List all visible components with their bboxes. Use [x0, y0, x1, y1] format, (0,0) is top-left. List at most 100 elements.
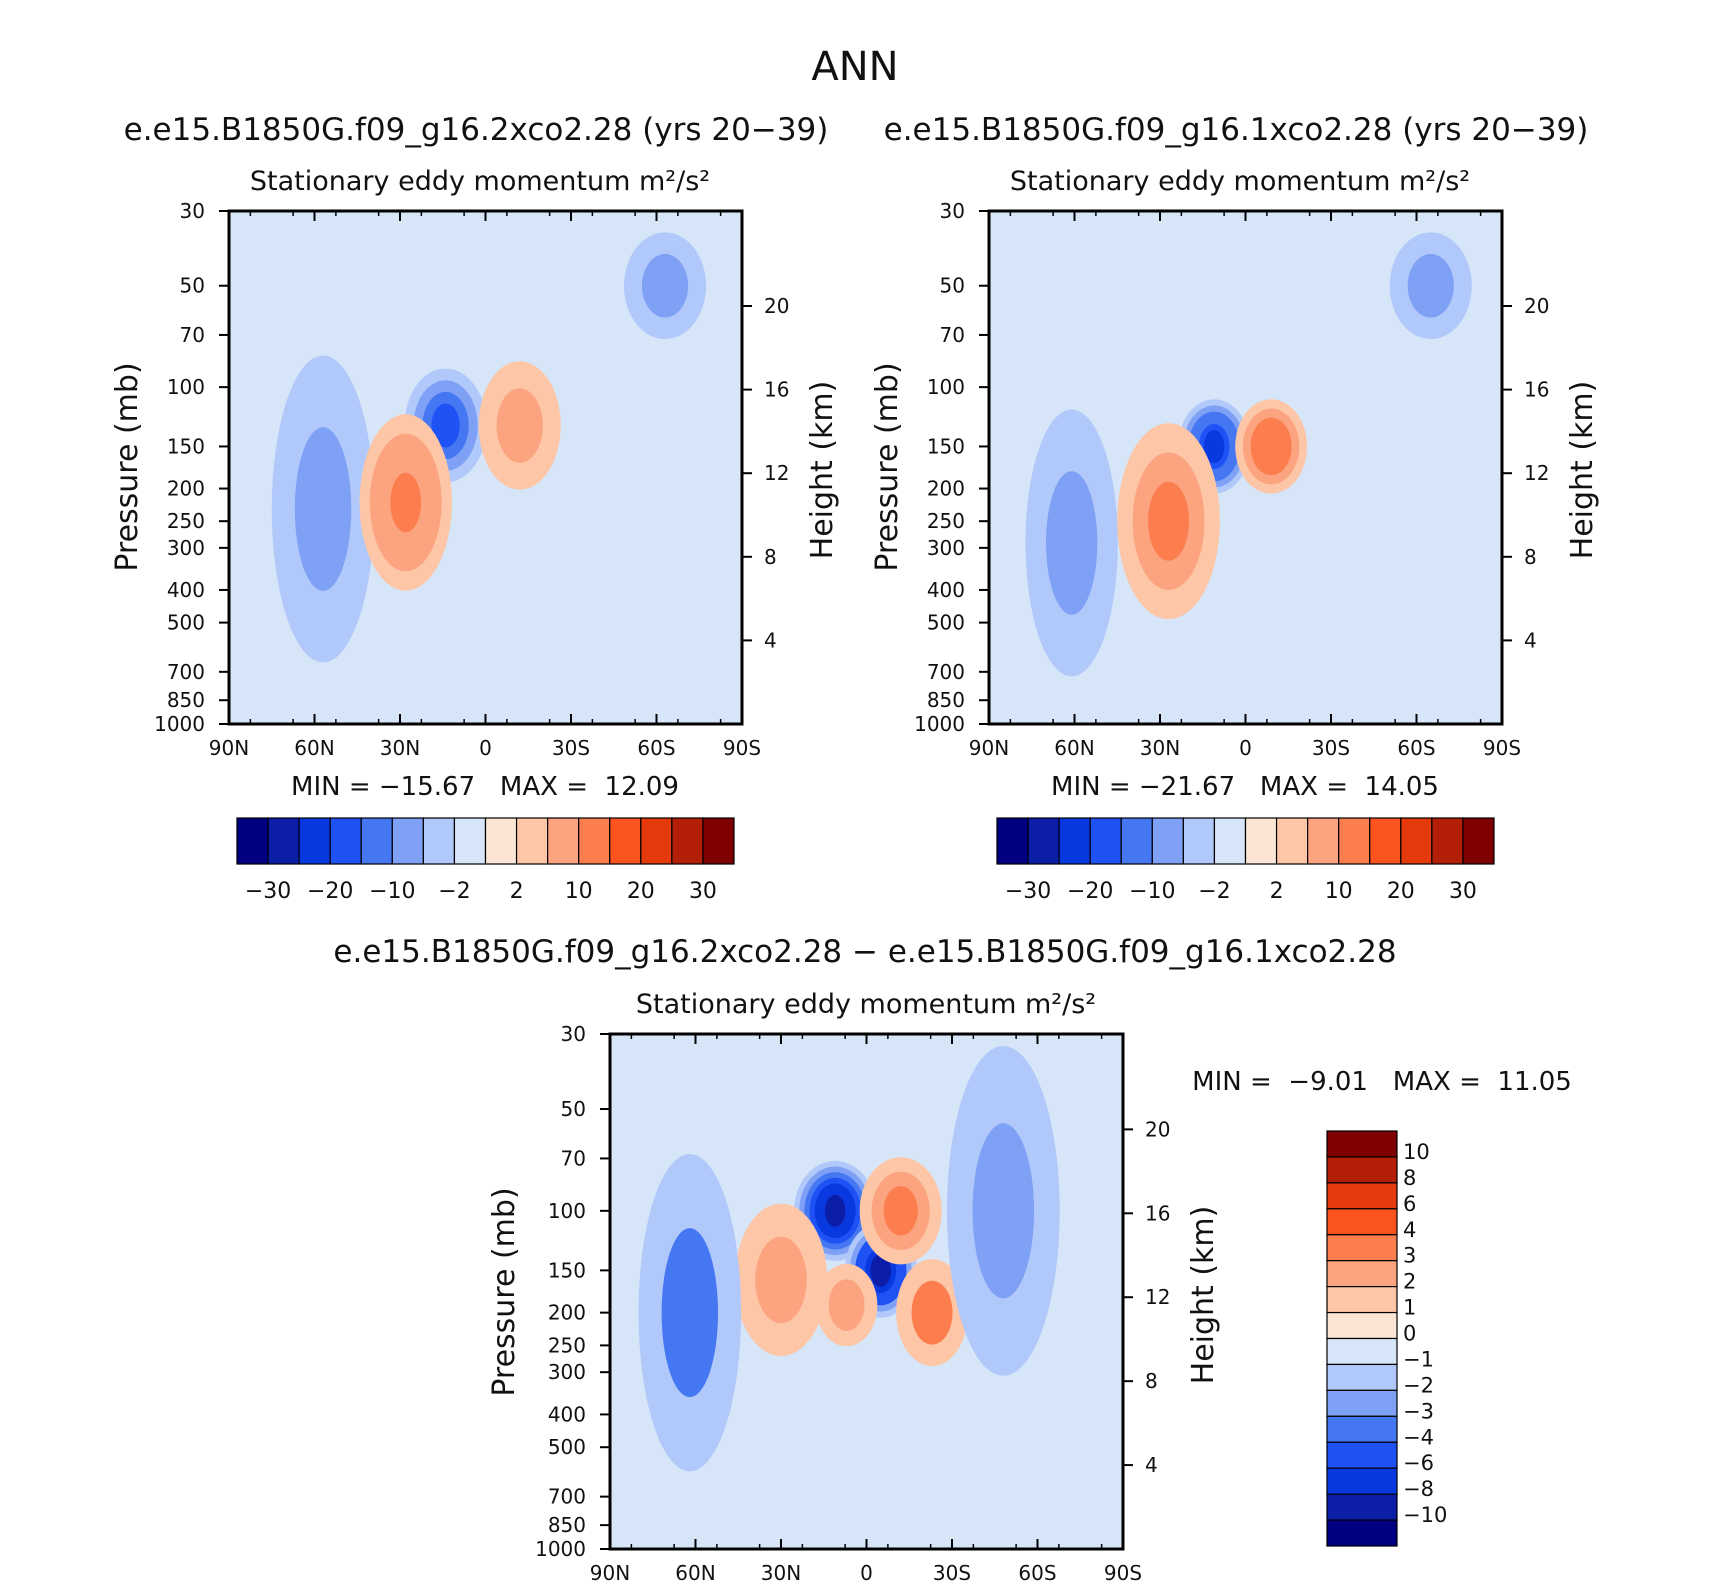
- colorbar-label: 20: [627, 879, 655, 904]
- colorbar-label: 2: [510, 879, 524, 904]
- panel-1-subtitle-text: Stationary eddy momentum: [250, 166, 631, 197]
- x-tick-label: 60S: [1018, 1561, 1056, 1585]
- x-tick-label: 30N: [1140, 736, 1180, 760]
- x-tick-label: 0: [1239, 736, 1252, 760]
- y2-tick-label: 20: [1145, 1117, 1170, 1141]
- panel-1-ylabel: Pressure (mb): [110, 362, 145, 571]
- contour-feature-4: [641, 253, 689, 318]
- colorbar-label: 8: [1403, 1166, 1416, 1190]
- colorbar-swatch: [1326, 1208, 1398, 1236]
- y-tick-label: 100: [927, 375, 965, 399]
- y-tick-label: 150: [927, 434, 965, 458]
- contour-feature-0: [824, 1194, 846, 1227]
- y-tick-label: 30: [940, 199, 965, 223]
- panel-1-max-value: 12.09: [605, 772, 679, 802]
- panel-1-axes: 90N 60N 30N 0 30S 60S 90S 30 50 70 100 150 200 250 300…: [154, 199, 789, 760]
- panel-1-subtitle: Stationary eddy momentum m²/s²: [250, 166, 710, 197]
- colorbar-label: −2: [1403, 1373, 1434, 1397]
- y2-tick-label: 16: [1145, 1201, 1170, 1225]
- colorbar-swatch: [1120, 817, 1153, 865]
- y2-tick-label: 16: [764, 378, 789, 402]
- colorbar-label: 6: [1403, 1192, 1416, 1216]
- y2-tick-label: 4: [1524, 628, 1537, 652]
- colorbar-label: 0: [1403, 1322, 1416, 1346]
- panel-2-colorbar: −30 −20 −10 −2 2 10 20 30: [996, 817, 1495, 904]
- y-tick-label: 150: [548, 1258, 586, 1282]
- y-tick-label: 150: [167, 434, 205, 458]
- colorbar-swatch: [236, 817, 269, 865]
- colorbar-label: −30: [1005, 879, 1051, 904]
- colorbar-swatch: [578, 817, 611, 865]
- colorbar-label: 30: [689, 879, 717, 904]
- colorbar-swatch: [267, 817, 300, 865]
- colorbar-label: 10: [565, 879, 593, 904]
- colorbar-label: −10: [1403, 1503, 1447, 1527]
- colorbar-swatch: [1326, 1415, 1398, 1443]
- colorbar-swatch: [391, 817, 424, 865]
- colorbar-swatch: [996, 817, 1029, 865]
- y-tick-label: 300: [548, 1360, 586, 1384]
- colorbar-swatch: [1326, 1156, 1398, 1184]
- colorbar-swatch: [640, 817, 673, 865]
- colorbar-label: −10: [369, 879, 415, 904]
- contour-feature-3: [496, 388, 543, 463]
- panel-2-contour-field: [989, 211, 1502, 724]
- y2-tick-label: 4: [1145, 1453, 1158, 1477]
- colorbar-label: −2: [438, 879, 470, 904]
- panel-3-min-label: MIN =: [1192, 1067, 1272, 1097]
- contour-feature-1: [1203, 430, 1225, 463]
- colorbar-swatch: [609, 817, 642, 865]
- panel-3-ylabel: Pressure (mb): [487, 1187, 522, 1396]
- x-tick-label: 30S: [933, 1561, 971, 1585]
- panel-2-min-value: −21.67: [1139, 772, 1235, 802]
- y-tick-label: 850: [927, 688, 965, 712]
- colorbar-swatch: [1326, 1260, 1398, 1288]
- y-tick-label: 850: [548, 1513, 586, 1537]
- colorbar-label: 4: [1403, 1218, 1416, 1242]
- y-tick-label: 30: [561, 1022, 586, 1046]
- contour-feature-6: [661, 1228, 719, 1398]
- colorbar-swatch: [515, 817, 549, 865]
- panel-3-max-value: 11.05: [1497, 1067, 1571, 1097]
- y-tick-label: 70: [561, 1146, 586, 1170]
- panel-2-ylabel: Pressure (mb): [870, 362, 905, 571]
- y-tick-label: 200: [167, 477, 205, 501]
- y2-tick-label: 8: [1145, 1369, 1158, 1393]
- y-tick-label: 70: [180, 323, 205, 347]
- colorbar-label: −1: [1403, 1347, 1434, 1371]
- colorbar-swatch: [484, 817, 518, 865]
- panel-2-subtitle: Stationary eddy momentum m²/s²: [1010, 166, 1470, 197]
- contour-feature-7: [972, 1123, 1035, 1299]
- colorbar-label: 2: [1270, 879, 1284, 904]
- y-tick-label: 850: [167, 688, 205, 712]
- colorbar-swatch: [422, 817, 456, 865]
- y2-tick-label: 12: [1524, 461, 1549, 485]
- colorbar-label: −20: [1067, 879, 1113, 904]
- colorbar-swatch: [298, 817, 331, 865]
- y-tick-label: 1000: [914, 712, 965, 736]
- x-tick-label: 30S: [552, 736, 590, 760]
- colorbar-label: 20: [1387, 879, 1415, 904]
- y-tick-label: 1000: [535, 1537, 586, 1561]
- y-tick-label: 100: [548, 1199, 586, 1223]
- x-tick-label: 0: [860, 1561, 873, 1585]
- colorbar-label: −10: [1129, 879, 1175, 904]
- contour-feature-2: [390, 472, 422, 533]
- y-tick-label: 400: [167, 578, 205, 602]
- colorbar-swatch: [453, 817, 487, 865]
- panel-2-title: e.e15.B1850G.f09_g16.1xco2.28 (yrs 20−39…: [884, 112, 1589, 148]
- x-tick-label: 90N: [209, 736, 249, 760]
- panel-2-max-value: 14.05: [1365, 772, 1439, 802]
- y-tick-label: 500: [167, 611, 205, 635]
- colorbar-swatch: [1326, 1363, 1398, 1391]
- colorbar-swatch: [1326, 1519, 1398, 1547]
- y2-tick-label: 8: [764, 545, 777, 569]
- colorbar-label: −8: [1403, 1477, 1434, 1501]
- y-tick-label: 400: [548, 1402, 586, 1426]
- contour-feature-5: [755, 1236, 807, 1324]
- y-tick-label: 300: [927, 536, 965, 560]
- colorbar-label: 1: [1403, 1296, 1416, 1320]
- y-tick-label: 700: [167, 660, 205, 684]
- colorbar-swatch: [1326, 1311, 1398, 1340]
- contour-feature-1: [431, 403, 460, 448]
